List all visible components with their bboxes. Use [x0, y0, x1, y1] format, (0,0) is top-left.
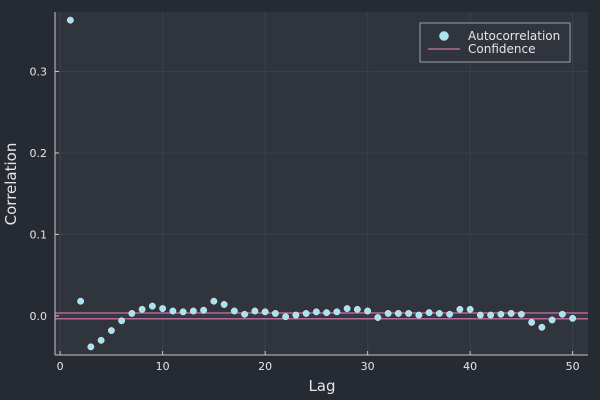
data-point [292, 311, 300, 319]
x-tick-label: 0 [57, 360, 64, 373]
data-point [230, 307, 238, 315]
x-tick-label: 40 [463, 360, 477, 373]
legend-box [419, 22, 571, 63]
data-point [261, 308, 269, 316]
y-tick-label: 0.0 [30, 310, 48, 323]
data-point [538, 323, 546, 331]
data-point [415, 311, 423, 319]
data-point [323, 309, 331, 317]
data-point [128, 310, 136, 317]
axes [54, 12, 588, 356]
data-point [77, 297, 85, 305]
data-point [353, 305, 361, 313]
data-point [200, 306, 208, 314]
legend: Autocorrelation Confidence [419, 22, 571, 63]
legend-autocorrelation-label: Autocorrelation [468, 29, 560, 43]
data-point [189, 307, 197, 315]
data-point [507, 310, 515, 317]
data-point [446, 310, 454, 318]
data-point [374, 314, 382, 321]
data-point [118, 317, 126, 325]
y-tick-label: 0.2 [30, 147, 48, 160]
data-point [66, 16, 74, 24]
data-point [497, 310, 505, 318]
autocorrelation-points [66, 16, 577, 351]
data-point [425, 309, 433, 317]
y-axis-label: Correlation [2, 143, 20, 226]
data-point [220, 301, 228, 308]
data-point [179, 308, 187, 316]
data-point [169, 307, 177, 315]
data-point [548, 316, 556, 324]
data-point [528, 319, 536, 326]
x-tick-label: 30 [361, 360, 375, 373]
data-point [159, 305, 167, 312]
legend-autocorrelation-marker [439, 31, 449, 41]
plot-area [55, 12, 588, 355]
data-point [364, 307, 372, 315]
data-point [343, 305, 351, 312]
legend-confidence-label: Confidence [468, 42, 535, 56]
data-point [107, 327, 115, 334]
data-point [569, 314, 577, 322]
data-point [251, 307, 259, 315]
data-point [405, 310, 413, 317]
data-point [394, 310, 402, 317]
x-axis-label: Lag [308, 377, 335, 395]
data-point [97, 336, 105, 344]
data-point [148, 302, 156, 310]
data-point [466, 305, 474, 313]
data-point [558, 310, 566, 318]
data-point [517, 310, 525, 318]
data-point [302, 310, 310, 317]
data-point [312, 308, 320, 316]
data-point [487, 311, 495, 319]
y-tick-label: 0.3 [30, 65, 48, 78]
data-point [476, 311, 484, 319]
data-point [271, 310, 279, 317]
x-ticks: 0 10 20 30 40 50 [57, 351, 580, 373]
data-point [138, 305, 146, 313]
x-tick-label: 10 [156, 360, 170, 373]
y-tick-label: 0.1 [30, 228, 48, 241]
data-point [384, 310, 392, 317]
y-ticks: 0.0 0.1 0.2 0.3 [30, 65, 59, 323]
data-point [456, 305, 464, 313]
data-point [87, 343, 95, 351]
x-tick-label: 20 [258, 360, 272, 373]
data-point [282, 313, 290, 321]
data-point [333, 308, 341, 316]
data-point [210, 297, 218, 305]
data-point [241, 310, 249, 318]
x-tick-label: 50 [566, 360, 580, 373]
data-point [435, 310, 443, 317]
